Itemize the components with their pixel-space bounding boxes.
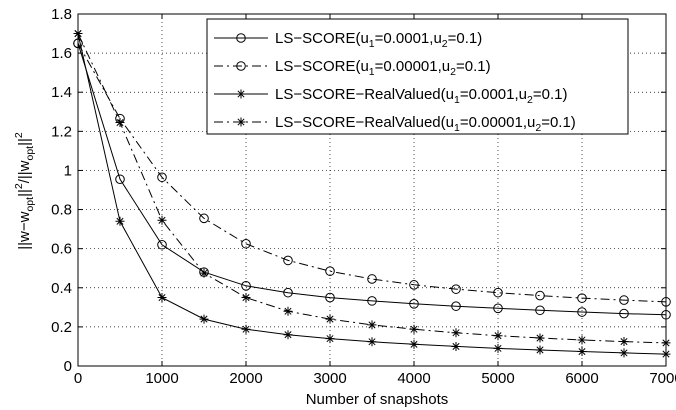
series-3 <box>73 29 671 359</box>
data-point <box>283 330 293 340</box>
x-tick-label: 0 <box>74 370 82 387</box>
data-point <box>577 335 587 345</box>
data-point <box>493 287 503 298</box>
legend-entry-4: LS−SCORE−RealValued(u1=0.00001,u2=0.1) <box>275 114 576 134</box>
data-point <box>241 238 251 249</box>
data-point <box>619 337 629 347</box>
y-tick-label: 0.4 <box>51 280 72 297</box>
data-point <box>409 324 419 334</box>
y-tick-labels: 0 0.2 0.4 0.6 0.8 1 1.2 1.4 1.6 1.8 <box>51 6 72 375</box>
data-point <box>199 213 209 224</box>
data-point <box>325 314 335 324</box>
x-tick-label: 2000 <box>229 370 262 387</box>
data-point <box>409 299 419 309</box>
data-point <box>73 29 83 39</box>
data-point <box>367 296 377 306</box>
x-tick-label: 5000 <box>481 370 514 387</box>
data-point <box>409 339 419 349</box>
legend-marker-sample <box>236 33 246 43</box>
legend-marker-sample <box>236 89 246 99</box>
legend-samples <box>214 33 268 127</box>
data-point <box>367 337 377 347</box>
legend-entry-1: LS−SCORE(u1=0.0001,u2=0.1) <box>275 30 482 50</box>
legend-marker-sample <box>236 117 246 127</box>
data-point <box>325 266 335 276</box>
data-point <box>73 38 83 49</box>
y-tick-label: 1.4 <box>51 84 72 101</box>
data-point <box>409 280 419 290</box>
data-point <box>241 281 251 291</box>
data-point <box>619 348 629 358</box>
y-tick-label: 0 <box>64 358 72 375</box>
data-point <box>325 334 335 344</box>
data-point <box>451 284 461 294</box>
x-tick-label: 3000 <box>313 370 346 387</box>
grid-lines <box>78 14 666 366</box>
data-point <box>661 349 671 359</box>
data-point <box>535 333 545 343</box>
y-tick-label: 1.2 <box>51 123 72 140</box>
data-point <box>157 215 167 225</box>
plot-frame <box>77 13 667 367</box>
data-point <box>661 297 671 307</box>
axis-ticks <box>77 13 667 367</box>
data-point <box>661 309 671 320</box>
data-point <box>577 347 587 357</box>
x-tick-label: 6000 <box>565 370 598 387</box>
data-point <box>451 341 461 351</box>
series-line <box>77 43 667 303</box>
x-tick-label: 1000 <box>145 370 178 387</box>
data-point <box>493 331 503 341</box>
data-point <box>535 305 545 316</box>
series-4 <box>73 29 671 348</box>
data-point <box>535 345 545 355</box>
legend: LS−SCORE(u1=0.0001,u2=0.1) LS−SCORE(u1=0… <box>206 18 629 135</box>
series-2 <box>73 38 671 307</box>
data-point <box>115 174 125 185</box>
data-point <box>241 293 251 303</box>
data-point <box>115 118 125 128</box>
data-point <box>157 293 167 303</box>
data-point <box>199 268 209 278</box>
data-point <box>493 303 503 314</box>
data-point <box>325 292 335 303</box>
data-point <box>577 307 587 317</box>
y-tick-label: 1.8 <box>51 6 72 23</box>
y-tick-label: 1.6 <box>51 45 72 62</box>
data-point <box>283 287 293 298</box>
data-point <box>283 306 293 316</box>
data-point <box>619 295 629 305</box>
data-point <box>619 308 629 319</box>
x-axis-label: Number of snapshots <box>306 391 449 408</box>
y-tick-label: 0.8 <box>51 202 72 219</box>
data-point <box>577 293 587 303</box>
data-point <box>157 239 167 250</box>
data-point <box>115 216 125 226</box>
data-point <box>451 301 461 311</box>
y-tick-label: 0.6 <box>51 241 72 258</box>
data-point <box>661 338 671 348</box>
data-point <box>535 290 545 301</box>
series-layer <box>73 29 671 359</box>
data-point <box>493 343 503 353</box>
y-tick-label: 1 <box>64 162 72 179</box>
data-point <box>241 324 251 334</box>
data-point <box>283 255 293 266</box>
data-point <box>367 320 377 330</box>
data-point <box>367 274 377 284</box>
data-point <box>157 172 167 183</box>
legend-marker-sample <box>236 61 246 71</box>
y-tick-label: 0.2 <box>51 319 72 336</box>
data-point <box>451 328 461 338</box>
legend-box <box>206 18 629 135</box>
y-axis-label: ||w−wopt||2/||wopt||2 <box>13 132 36 250</box>
legend-entry-3: LS−SCORE−RealValued(u1=0.0001,u2=0.1) <box>275 86 567 106</box>
x-tick-label: 4000 <box>397 370 430 387</box>
data-point <box>199 314 209 324</box>
legend-entry-2: LS−SCORE(u1=0.00001,u2=0.1) <box>275 58 491 78</box>
series-line <box>77 43 667 316</box>
